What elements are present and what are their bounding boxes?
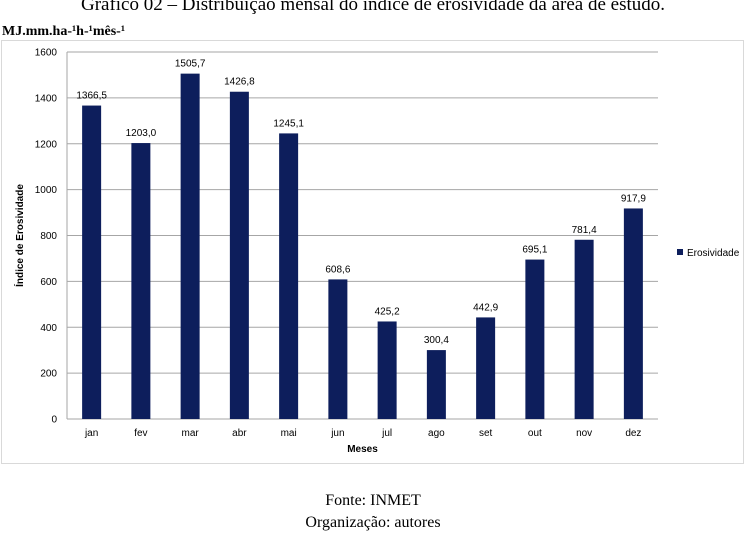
data-label-nov: 781,4 (572, 225, 597, 236)
y-tick-label: 200 (40, 369, 57, 380)
data-label-out: 695,1 (522, 245, 547, 256)
legend: Erosividade (677, 248, 740, 259)
source-note: Fonte: INMET (325, 492, 421, 509)
x-tick-label-set: set (479, 428, 493, 439)
data-label-dez: 917,9 (621, 193, 646, 204)
data-label-mar: 1505,7 (175, 59, 206, 70)
x-tick-label-out: out (528, 428, 542, 439)
y-tick-label: 1400 (35, 93, 58, 104)
bar-mar (180, 73, 200, 419)
data-label-jan: 1366,5 (76, 91, 107, 102)
x-tick-label-dez: dez (625, 428, 641, 439)
data-label-set: 442,9 (473, 302, 498, 313)
bar-abr (229, 91, 249, 419)
x-tick-label-mar: mar (182, 428, 200, 439)
chart-title: Gráfico 02 – Distribuição mensal do índi… (80, 0, 666, 15)
y-tick-label: 1200 (35, 139, 58, 150)
bar-jul (377, 321, 397, 419)
x-axis-ticks: jan fev mar abr mai jun jul ago set out nov dez (84, 428, 641, 439)
x-tick-label-jul: jul (381, 428, 392, 439)
bar-jun (328, 279, 348, 419)
y-axis-ticks: 0 200 400 600 800 1000 1200 1400 1600 (35, 48, 58, 426)
x-tick-label-mai: mai (281, 428, 297, 439)
x-tick-label-jan: jan (84, 428, 98, 439)
bar-ago (426, 350, 446, 419)
y-tick-label: 800 (40, 231, 57, 242)
data-labels: 1366,5 1203,0 1505,7 1426,8 1245,1 608,6 425,2… (76, 59, 646, 346)
organization-note: Organização: autores (305, 514, 441, 531)
gridlines (66, 51, 658, 420)
chart-frame: 0 200 400 600 800 1000 1200 1400 1600 jan fev mar a… (1, 40, 744, 464)
x-tick-label-fev: fev (134, 428, 147, 439)
bar-out (525, 259, 545, 419)
bar-jan (82, 105, 102, 420)
x-tick-label-abr: abr (232, 428, 247, 439)
bar-fev (131, 143, 151, 419)
y-tick-label: 400 (40, 323, 57, 334)
bar-mai (279, 133, 299, 419)
bar-set (476, 317, 496, 419)
x-tick-label-jun: jun (330, 428, 344, 439)
legend-swatch (677, 249, 683, 255)
data-label-fev: 1203,0 (126, 128, 157, 139)
y-tick-label: 600 (40, 277, 57, 288)
y-tick-label: 1600 (35, 48, 58, 59)
data-label-mai: 1245,1 (273, 118, 304, 129)
data-label-ago: 300,4 (424, 335, 449, 346)
y-tick-label: 0 (51, 415, 57, 426)
y-tick-label: 1000 (35, 185, 58, 196)
x-tick-label-nov: nov (576, 428, 592, 439)
unit-label: MJ.mm.ha-¹h-¹mês-¹ (2, 24, 126, 39)
data-label-jun: 608,6 (325, 264, 350, 275)
data-label-abr: 1426,8 (224, 77, 255, 88)
legend-label: Erosividade (687, 248, 740, 259)
x-axis-title: Meses (347, 444, 378, 455)
bar-chart: 0 200 400 600 800 1000 1200 1400 1600 jan fev mar a… (13, 48, 740, 456)
bar-nov (574, 239, 594, 419)
data-label-jul: 425,2 (375, 306, 400, 317)
y-axis-title: Índice de Erosividade (13, 184, 26, 287)
bar-dez (623, 208, 643, 419)
bars (82, 73, 643, 420)
x-tick-label-ago: ago (428, 428, 445, 439)
